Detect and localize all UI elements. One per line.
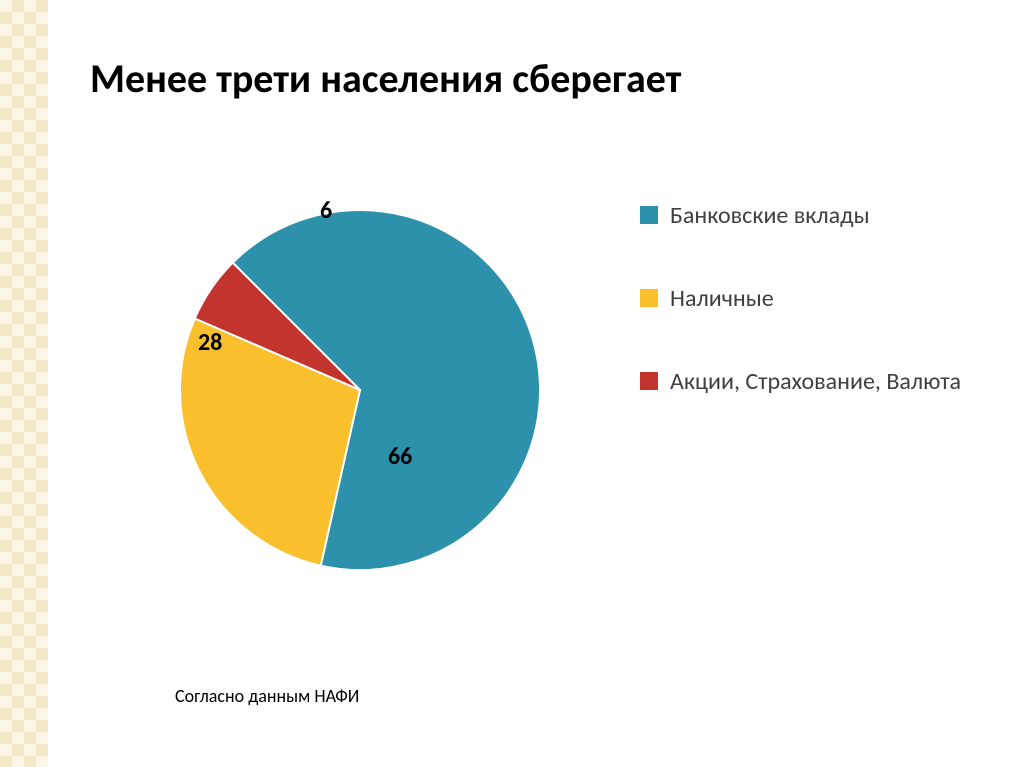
legend: Банковские вклады Наличные Акции, Страхова… <box>640 200 980 450</box>
legend-item-0: Банковские вклады <box>640 200 980 231</box>
left-pattern-border <box>0 0 48 767</box>
legend-label-0: Банковские вклады <box>670 200 870 231</box>
legend-swatch-1 <box>640 289 658 307</box>
legend-item-2: Акции, Страхование, Валюта <box>640 366 980 397</box>
legend-swatch-0 <box>640 206 658 224</box>
legend-label-2: Акции, Страхование, Валюта <box>670 366 961 397</box>
slide-title: Менее трети населения сберегает <box>90 54 974 103</box>
legend-item-1: Наличные <box>640 283 980 314</box>
pie-data-label-1: 28 <box>198 328 222 357</box>
pie-data-label-2: 6 <box>320 196 332 225</box>
pie-data-label-0: 66 <box>388 442 412 471</box>
legend-swatch-2 <box>640 372 658 390</box>
legend-label-1: Наличные <box>670 283 774 314</box>
pie-svg <box>150 180 570 600</box>
pie-chart: 66 28 6 <box>150 180 570 600</box>
footnote: Согласно данным НАФИ <box>175 685 359 707</box>
